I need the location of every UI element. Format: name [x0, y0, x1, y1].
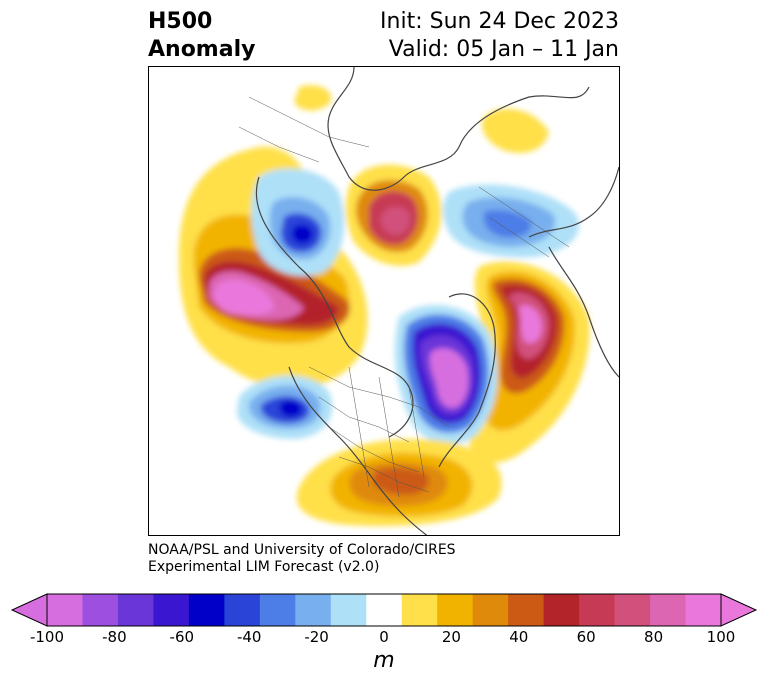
colorbar-tick-label: 0 — [379, 628, 389, 646]
colorbar-tick-label: 100 — [706, 628, 736, 646]
colorbar-tick-label: 60 — [576, 628, 596, 646]
credit-text: NOAA/PSL and University of Colorado/CIRE… — [148, 542, 456, 576]
coastlines — [255, 67, 619, 535]
title-variable: H500 — [148, 9, 213, 34]
anomaly-contours — [179, 85, 590, 527]
north-pole-marker — [380, 297, 390, 307]
colorbar-segment — [401, 594, 438, 626]
colorbar-tick-label: -100 — [29, 628, 65, 646]
colorbar-segment — [330, 594, 367, 626]
chart-title-right: Init: Sun 24 Dec 2023 Valid: 05 Jan – 11… — [380, 8, 619, 64]
colorbar-segment — [685, 594, 722, 626]
political-borders — [238, 96, 570, 498]
colorbar-segment — [47, 594, 83, 626]
colorbar-unit: m — [373, 648, 395, 673]
colorbar-segment — [437, 594, 474, 626]
colorbar-tick-label: -20 — [304, 628, 329, 646]
colorbar-tick-label: 40 — [509, 628, 529, 646]
colorbar-segment — [472, 594, 509, 626]
colorbar-max-extend — [720, 593, 758, 627]
colorbar — [10, 593, 758, 627]
chart-title-left: H500 Anomaly — [148, 8, 255, 64]
valid-range: Valid: 05 Jan – 11 Jan — [388, 37, 619, 62]
colorbar-segment — [295, 594, 332, 626]
anomaly-map — [148, 66, 620, 536]
colorbar-segment — [508, 594, 545, 626]
colorbar-segment — [259, 594, 296, 626]
colorbar-tick-label: 20 — [441, 628, 461, 646]
colorbar-segment — [188, 594, 225, 626]
colorbar-segment — [82, 594, 119, 626]
credit-line2: Experimental LIM Forecast (v2.0) — [148, 559, 380, 575]
colorbar-segment — [366, 594, 403, 626]
colorbar-segments — [10, 593, 758, 627]
colorbar-segment — [153, 594, 190, 626]
init-date: Init: Sun 24 Dec 2023 — [380, 9, 619, 34]
colorbar-tick-label: 80 — [644, 628, 664, 646]
colorbar-segment — [579, 594, 616, 626]
title-field: Anomaly — [148, 37, 256, 62]
colorbar-tick-label: -80 — [102, 628, 127, 646]
colorbar-segment — [543, 594, 580, 626]
colorbar-segment — [117, 594, 154, 626]
colorbar-tick-label: -60 — [169, 628, 195, 646]
colorbar-segment — [614, 594, 651, 626]
colorbar-segment — [650, 594, 687, 626]
colorbar-outline — [46, 593, 722, 627]
map-canvas — [179, 67, 619, 535]
colorbar-segment — [224, 594, 261, 626]
colorbar-min-extend — [10, 593, 48, 627]
colorbar-tick-label: -40 — [236, 628, 262, 646]
credit-line1: NOAA/PSL and University of Colorado/CIRE… — [148, 542, 456, 558]
